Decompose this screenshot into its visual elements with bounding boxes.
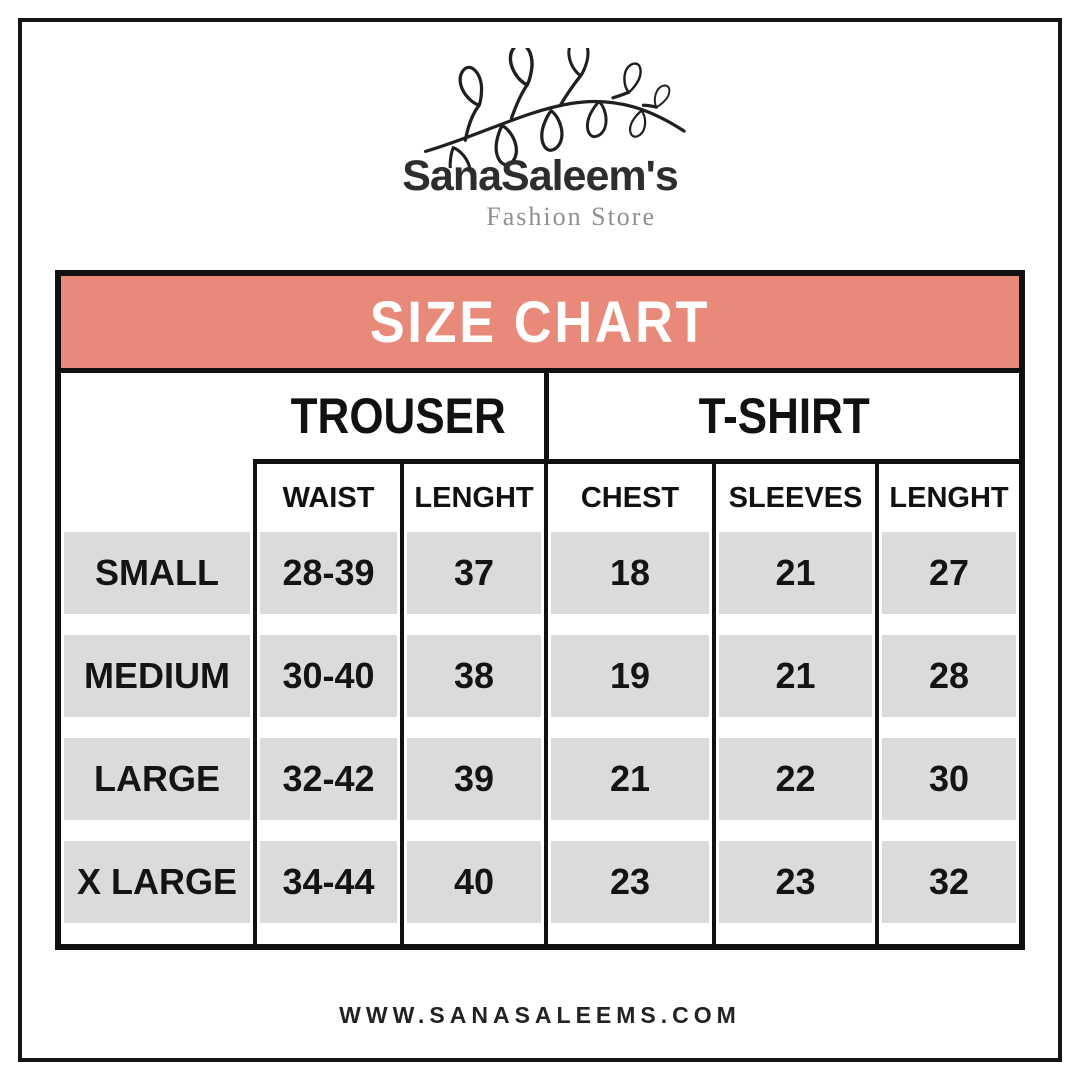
cell-medium-chest: 19	[544, 635, 712, 738]
col-header-lenght-tshirt: LENGHT	[875, 459, 1019, 532]
size-chart-table: SIZE CHART TROUSER T-SHIRT WAIST LENGHT …	[55, 270, 1025, 950]
table-row-xlarge-label: X LARGE	[61, 841, 253, 944]
cell-xlarge-waist: 34-44	[253, 841, 400, 944]
table-row-large-label: LARGE	[61, 738, 253, 841]
size-chart-title: SIZE CHART	[369, 289, 711, 355]
cell-large-chest: 21	[544, 738, 712, 841]
group-header-empty	[61, 373, 253, 459]
col-header-empty	[61, 459, 253, 532]
cell-small-waist: 28-39	[253, 532, 400, 635]
cell-xlarge-trouser-lenght: 40	[400, 841, 544, 944]
group-header-tshirt: T-SHIRT	[544, 373, 1019, 459]
col-header-chest: CHEST	[544, 459, 712, 532]
cell-large-tshirt-lenght: 30	[875, 738, 1019, 841]
cell-medium-sleeves: 21	[712, 635, 875, 738]
table-row-medium-label: MEDIUM	[61, 635, 253, 738]
table-row-small-label: SMALL	[61, 532, 253, 635]
cell-xlarge-sleeves: 23	[712, 841, 875, 944]
border-frame	[18, 18, 1062, 1062]
col-header-waist: WAIST	[253, 459, 400, 532]
brand-tagline: Fashion Store	[486, 202, 656, 231]
cell-large-sleeves: 22	[712, 738, 875, 841]
cell-small-sleeves: 21	[712, 532, 875, 635]
website-url: WWW.SANASALEEMS.COM	[339, 1002, 741, 1028]
group-header-trouser: TROUSER	[290, 388, 507, 444]
branch-leaves-icon	[424, 48, 686, 168]
cell-medium-waist: 30-40	[253, 635, 400, 738]
brand-name: SanaSaleem's	[402, 152, 679, 200]
cell-small-trouser-lenght: 37	[400, 532, 544, 635]
cell-xlarge-tshirt-lenght: 32	[875, 841, 1019, 944]
cell-large-trouser-lenght: 39	[400, 738, 544, 841]
col-header-lenght-trouser: LENGHT	[400, 459, 544, 532]
cell-medium-trouser-lenght: 38	[400, 635, 544, 738]
cell-large-waist: 32-42	[253, 738, 400, 841]
cell-xlarge-chest: 23	[544, 841, 712, 944]
size-chart-title-bar: SIZE CHART	[61, 276, 1019, 373]
cell-medium-tshirt-lenght: 28	[875, 635, 1019, 738]
cell-small-chest: 18	[544, 532, 712, 635]
cell-small-tshirt-lenght: 27	[875, 532, 1019, 635]
col-header-sleeves: SLEEVES	[712, 459, 875, 532]
group-header-row: TROUSER T-SHIRT	[61, 373, 1019, 459]
measurement-grid: WAIST LENGHT CHEST SLEEVES LENGHT SMALL …	[61, 459, 1019, 944]
